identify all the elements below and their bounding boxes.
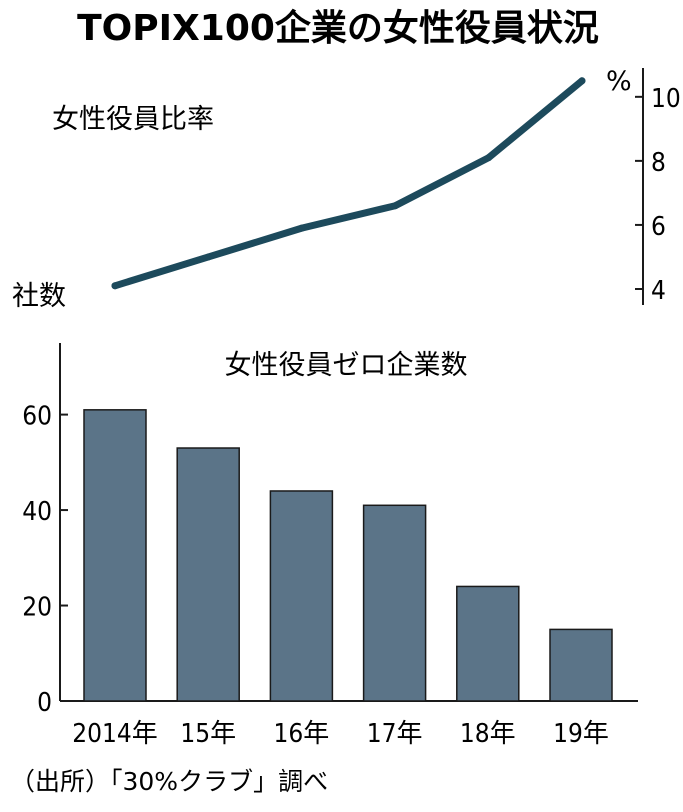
bar [549,628,613,702]
source-note: （出所）「30%クラブ」調べ [10,767,328,796]
bar-chart: 社数 女性役員ゼロ企業数 0 20 40 60 2014年 15年 16年 17年 18年 19… [12,281,638,749]
bar [362,504,427,702]
bar [456,585,520,702]
line-y-tick-label: 4 [651,276,666,306]
bar-y-axis: 0 20 40 60 [22,343,638,718]
line-y-tick-label: 8 [651,148,666,178]
line-y-axis: 4 6 8 10 [635,68,681,306]
bar-y-tick-label: 0 [37,688,52,718]
bar-y-tick-label: 20 [22,593,52,623]
bar [269,490,334,702]
line-point [485,154,493,162]
bar-y-tick-label: 60 [22,402,52,432]
line-point [391,202,399,210]
line-point [298,224,306,232]
line-y-tick-label: 10 [651,84,681,114]
bar-chart-title: 女性役員ゼロ企業数 [225,350,468,381]
bar-unit-label: 社数 [12,281,66,312]
bar-x-tick-label: 17年 [367,719,423,749]
line-series-path [111,77,586,290]
bar [176,447,240,702]
line-point [111,282,119,290]
chart-title: TOPIX100企業の女性役員状況 [77,7,599,49]
line-unit-label: % [606,66,632,97]
bar-series [83,409,613,702]
bar-x-tick-label: 15年 [180,719,236,749]
line-chart-title: 女性役員比率 [52,104,214,135]
bar [83,409,147,702]
line-y-tick-label: 6 [651,212,666,242]
bar-x-tick-label: 2014年 [72,719,158,749]
line-point [204,253,212,261]
line-point [578,77,586,85]
bar-x-tick-label: 18年 [460,719,516,749]
bar-y-tick-label: 40 [22,497,52,527]
line-series [111,77,586,290]
line-chart: 女性役員比率 % 4 6 8 10 [52,66,681,306]
bar-x-tick-label: 19年 [553,719,609,749]
bar-x-labels: 2014年 15年 16年 17年 18年 19年 [72,719,609,749]
bar-x-tick-label: 16年 [274,719,330,749]
